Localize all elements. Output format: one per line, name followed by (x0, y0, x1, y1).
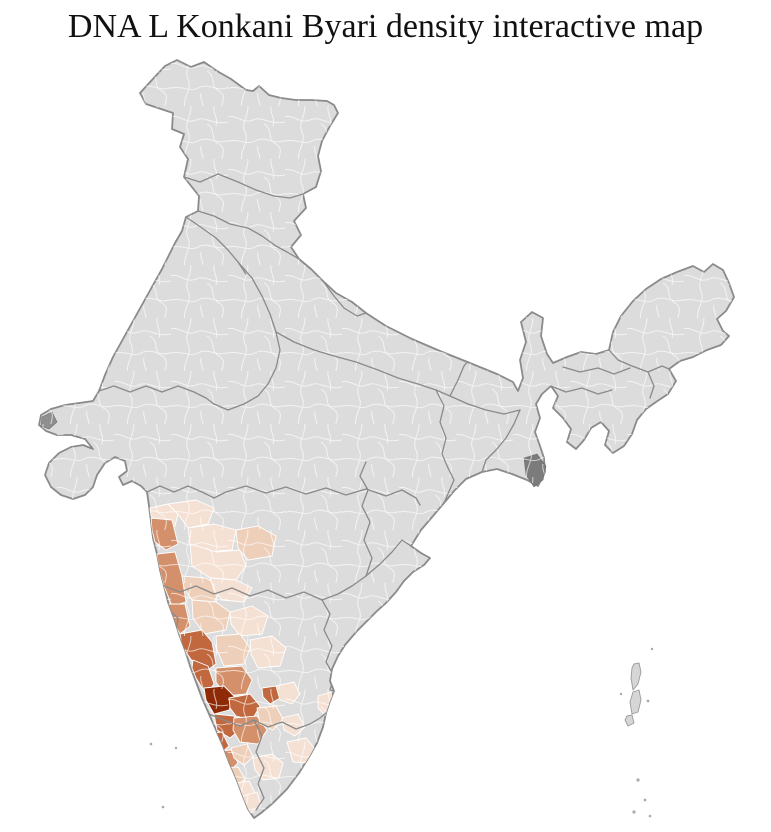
andaman-island[interactable] (624, 714, 635, 727)
nicobar-island-speck (636, 778, 640, 782)
island-speck (619, 692, 623, 696)
islands (149, 647, 654, 818)
lakshadweep-island-speck (174, 746, 178, 750)
page-title: DNA L Konkani Byari density interactive … (67, 8, 704, 45)
andaman-island[interactable] (630, 662, 642, 691)
india-landmass[interactable] (38, 59, 735, 819)
district-polygon[interactable] (343, 649, 367, 671)
nicobar-island-speck (648, 814, 652, 818)
lakshadweep-island-speck (149, 742, 153, 746)
island-speck (650, 647, 654, 651)
andaman-island[interactable] (629, 689, 642, 715)
nicobar-island-speck (632, 810, 636, 814)
state-borders (98, 173, 670, 811)
nicobar-island-speck (643, 798, 647, 802)
lakshadweep-island-speck (161, 805, 165, 809)
island-speck (646, 699, 650, 703)
